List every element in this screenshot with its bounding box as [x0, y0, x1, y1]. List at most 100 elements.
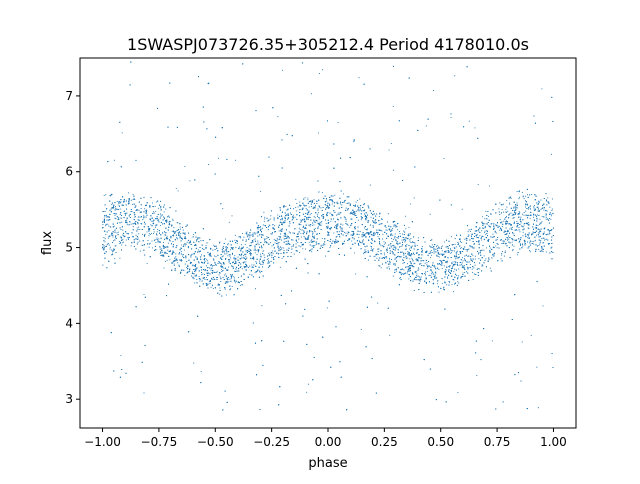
data-point — [426, 267, 428, 269]
data-point — [395, 238, 397, 240]
data-point — [182, 269, 184, 271]
data-point — [303, 230, 305, 232]
data-point — [454, 261, 456, 263]
data-point — [119, 208, 121, 210]
data-point — [305, 207, 307, 209]
data-point — [164, 260, 166, 262]
data-point — [246, 246, 248, 249]
data-point — [305, 215, 307, 217]
data-point — [339, 203, 341, 205]
data-point — [290, 251, 292, 254]
data-point — [164, 251, 166, 253]
data-point — [401, 245, 403, 247]
data-point — [329, 246, 331, 249]
data-point — [119, 213, 121, 215]
data-point — [231, 253, 234, 255]
data-point — [268, 255, 270, 257]
data-point — [119, 257, 121, 259]
data-point — [458, 268, 460, 270]
data-point — [405, 256, 407, 258]
data-point — [244, 243, 246, 246]
data-point — [445, 270, 447, 272]
data-point — [112, 236, 114, 238]
data-point — [179, 226, 181, 228]
data-point — [240, 247, 243, 249]
data-point — [548, 231, 550, 233]
data-point — [393, 244, 395, 246]
data-point — [191, 271, 194, 273]
data-point — [344, 231, 346, 233]
data-point — [499, 239, 501, 241]
data-point — [162, 241, 165, 244]
data-point — [250, 234, 252, 236]
data-point — [403, 230, 405, 232]
data-point — [417, 260, 420, 262]
data-point — [218, 283, 221, 286]
data-point — [234, 159, 237, 161]
data-point — [270, 233, 272, 235]
data-point — [225, 273, 227, 275]
data-point — [173, 263, 175, 265]
data-point — [509, 228, 511, 230]
data-point — [114, 214, 116, 217]
data-point — [288, 231, 290, 233]
data-point — [195, 240, 198, 242]
data-point — [469, 261, 471, 263]
data-point — [268, 224, 270, 226]
data-point — [372, 224, 374, 226]
data-point — [462, 272, 464, 274]
data-point — [321, 237, 323, 239]
data-point — [260, 190, 262, 192]
data-point — [167, 242, 169, 244]
data-point — [268, 261, 270, 263]
data-point — [296, 210, 298, 212]
data-point — [527, 235, 530, 237]
data-point — [519, 231, 521, 233]
data-point — [163, 211, 165, 213]
data-point — [495, 245, 497, 247]
data-point — [212, 287, 214, 290]
data-point — [499, 202, 501, 204]
data-point — [457, 275, 460, 277]
data-point — [463, 264, 465, 266]
data-point — [454, 254, 456, 257]
data-point — [156, 237, 158, 239]
data-point — [335, 239, 337, 241]
data-point — [456, 250, 458, 252]
data-point — [474, 127, 476, 129]
data-point — [234, 255, 236, 257]
data-point — [313, 219, 315, 221]
data-point — [115, 218, 117, 220]
data-point — [307, 383, 310, 385]
data-point — [126, 224, 128, 226]
data-point — [402, 262, 404, 264]
data-point — [446, 284, 448, 286]
data-point — [385, 229, 387, 231]
data-point — [542, 251, 544, 253]
data-point — [544, 239, 546, 241]
data-point — [241, 232, 244, 235]
data-point — [401, 273, 403, 275]
data-point — [521, 213, 524, 215]
data-point — [452, 261, 454, 263]
data-point — [401, 251, 403, 253]
data-point — [176, 237, 178, 239]
data-point — [471, 268, 473, 270]
data-point — [482, 265, 484, 267]
data-point — [262, 260, 264, 262]
data-point — [431, 254, 433, 256]
data-point — [393, 225, 395, 227]
data-point — [379, 265, 381, 267]
data-point — [127, 192, 130, 194]
data-point — [478, 258, 480, 260]
data-point — [167, 249, 169, 251]
data-point — [381, 245, 384, 247]
data-point — [300, 236, 302, 238]
data-point — [508, 202, 510, 204]
data-point — [551, 246, 553, 248]
data-point — [184, 245, 186, 247]
data-point — [382, 233, 384, 235]
data-point — [205, 245, 207, 247]
data-point — [257, 226, 259, 229]
data-point — [160, 251, 162, 253]
